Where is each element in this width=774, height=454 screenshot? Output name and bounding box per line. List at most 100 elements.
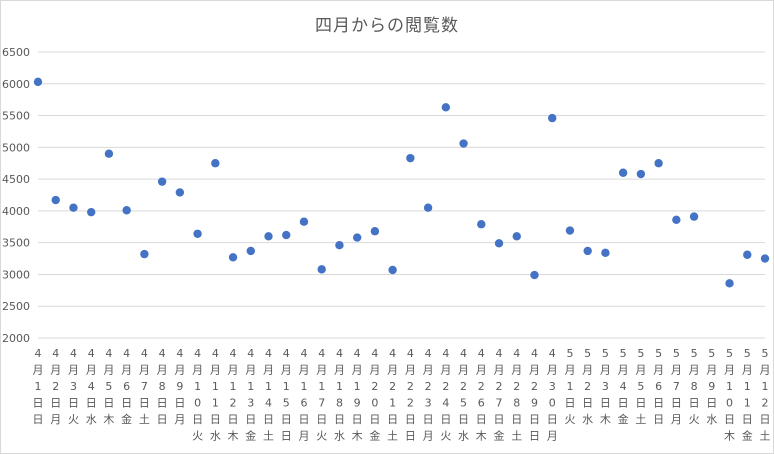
data-point: [548, 113, 557, 123]
data-point: [672, 215, 681, 224]
data-point: [51, 195, 60, 205]
x-tick-label: 5 月 8 日火: [689, 347, 700, 426]
data-point: [423, 203, 433, 212]
gridlines: [38, 51, 765, 339]
data-points: [33, 77, 770, 288]
data-point: [69, 203, 78, 212]
data-point: [228, 253, 238, 262]
data-point: [246, 246, 255, 256]
x-tick-label: 5 月 9 日水: [706, 347, 717, 426]
x-tick-label: 4 月 1 7 日火: [316, 347, 327, 443]
x-tick-label: 4 月 1 0 日火: [192, 347, 203, 443]
x-tick-label: 4 月 2 2 日日: [405, 347, 416, 443]
x-tick-label: 5 月 1 0 日木: [724, 347, 735, 443]
y-tick-label: 4500: [2, 173, 30, 186]
data-point: [743, 250, 752, 259]
x-tick-label: 4 月 5 日木: [103, 347, 114, 426]
x-tick-label: 4 月 2 5 日水: [458, 347, 469, 443]
data-point: [725, 279, 734, 288]
data-point: [689, 212, 699, 221]
data-point: [104, 149, 114, 158]
x-tick-label: 4 月 2 8 日土: [511, 347, 522, 443]
x-tick-label: 4 月 2 9 日日: [529, 347, 540, 443]
data-point: [211, 159, 220, 168]
x-tick-label: 4 月 2 0 日金: [369, 347, 380, 443]
data-point: [157, 177, 167, 186]
x-tick-label: 4 月 1 5 日日: [281, 347, 292, 443]
x-tick-label: 4 月 2 1 日土: [387, 347, 398, 443]
x-tick-label: 5 月 1 1 日金: [742, 347, 753, 443]
x-tick-label: 4 月 2 3 日月: [423, 347, 434, 443]
x-tick-label: 4 月 9 日月: [174, 347, 185, 426]
data-point: [441, 103, 451, 112]
x-tick-label: 4 月 6 日金: [121, 347, 132, 426]
data-point: [86, 207, 96, 217]
x-tick-label: 4 月 4 日水: [86, 347, 97, 426]
x-tick-label: 5 月 4 日金: [618, 347, 629, 426]
x-tick-label: 5 月 7 日月: [671, 347, 682, 426]
x-tick-label: 4 月 1 2 日木: [228, 347, 239, 443]
data-point: [512, 232, 521, 241]
x-tick-label: 4 月 1 6 日月: [298, 347, 309, 443]
y-tick-label: 6500: [2, 46, 30, 59]
data-point: [565, 226, 575, 235]
data-point: [282, 230, 291, 240]
data-point: [636, 169, 646, 179]
x-tick-label: 5 月 2 日水: [582, 347, 593, 426]
x-tick-label: 5 月 1 2 日土: [760, 347, 771, 443]
x-tick-label: 4 月 1 4 日土: [263, 347, 274, 443]
x-tick-label: 4 月 2 6 日木: [476, 347, 487, 443]
x-tick-label: 4 月 3 0 日月: [547, 347, 558, 443]
x-axis-ticks: 4 月 1 日日 4 月 2 日月 4 月 3 日火 4 月 4 日水 4 月 5 日木 4 月 6 日金 4 月 7 日土 4 月 8 日日…: [33, 347, 771, 443]
data-point: [140, 249, 149, 259]
x-tick-label: 4 月 2 日月: [50, 347, 61, 426]
data-point: [530, 270, 539, 280]
data-point: [388, 265, 397, 275]
data-point: [370, 227, 380, 236]
y-tick-label: 2500: [2, 300, 30, 313]
data-point: [618, 168, 628, 177]
x-tick-label: 4 月 1 1 日水: [210, 347, 221, 443]
data-point: [406, 153, 415, 163]
x-tick-label: 4 月 1 9 日木: [352, 347, 363, 443]
data-point: [122, 206, 131, 215]
data-point: [494, 239, 504, 248]
data-point: [583, 246, 592, 256]
chart-title: 四月からの閲覧数: [315, 16, 459, 36]
data-point: [193, 229, 202, 238]
x-tick-label: 4 月 2 4 日火: [440, 347, 451, 443]
data-point: [299, 217, 309, 226]
data-point: [264, 232, 273, 241]
y-tick-label: 5500: [2, 110, 30, 123]
data-point: [601, 248, 610, 258]
x-tick-label: 4 月 1 日日: [33, 347, 44, 426]
y-tick-label: 4000: [2, 205, 30, 218]
x-tick-label: 4 月 1 3 日金: [245, 347, 256, 443]
y-tick-label: 6000: [2, 78, 30, 91]
data-point: [175, 188, 185, 197]
y-tick-label: 3000: [2, 268, 30, 281]
x-tick-label: 4 月 7 日土: [139, 347, 150, 426]
y-tick-label: 5000: [2, 141, 30, 154]
x-tick-label: 4 月 3 日火: [68, 347, 79, 426]
x-tick-label: 5 月 5 日土: [635, 347, 646, 426]
data-point: [335, 241, 344, 250]
y-tick-label: 3500: [2, 237, 30, 250]
x-tick-label: 5 月 6 日日: [653, 347, 664, 426]
data-point: [477, 220, 486, 229]
data-point: [459, 139, 468, 148]
data-point: [760, 254, 770, 263]
data-point: [352, 233, 362, 242]
data-point: [33, 77, 43, 87]
data-point: [317, 265, 326, 274]
x-tick-label: 5 月 1 日火: [564, 347, 575, 426]
y-tick-label: 2000: [2, 332, 30, 345]
x-tick-label: 4 月 2 7 日金: [494, 347, 505, 443]
data-point: [654, 159, 663, 168]
x-tick-label: 4 月 8 日日: [157, 347, 168, 426]
x-tick-label: 5 月 3 日木: [600, 347, 611, 426]
y-axis-ticks: 2000 2500 3000 3500 4000 4500 5000 5500 6000 6500: [2, 46, 30, 345]
x-tick-label: 4 月 1 8 日水: [334, 347, 345, 443]
